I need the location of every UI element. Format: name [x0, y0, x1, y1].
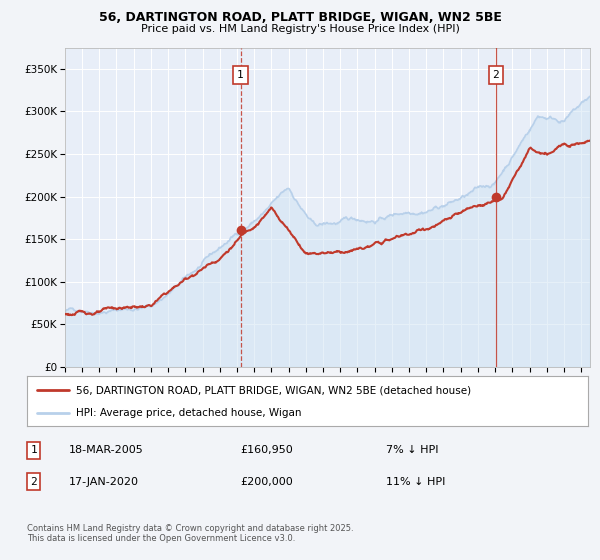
Text: £160,950: £160,950	[240, 445, 293, 455]
Text: £200,000: £200,000	[240, 477, 293, 487]
Text: 2: 2	[493, 70, 499, 80]
Text: 18-MAR-2005: 18-MAR-2005	[69, 445, 144, 455]
Text: Price paid vs. HM Land Registry's House Price Index (HPI): Price paid vs. HM Land Registry's House …	[140, 24, 460, 34]
Text: 1: 1	[31, 445, 37, 455]
Text: 2: 2	[31, 477, 37, 487]
Text: HPI: Average price, detached house, Wigan: HPI: Average price, detached house, Wiga…	[76, 408, 302, 418]
Text: 56, DARTINGTON ROAD, PLATT BRIDGE, WIGAN, WN2 5BE (detached house): 56, DARTINGTON ROAD, PLATT BRIDGE, WIGAN…	[76, 385, 472, 395]
Text: 56, DARTINGTON ROAD, PLATT BRIDGE, WIGAN, WN2 5BE: 56, DARTINGTON ROAD, PLATT BRIDGE, WIGAN…	[98, 11, 502, 24]
Text: 7% ↓ HPI: 7% ↓ HPI	[386, 445, 439, 455]
Text: 11% ↓ HPI: 11% ↓ HPI	[386, 477, 445, 487]
Text: Contains HM Land Registry data © Crown copyright and database right 2025.
This d: Contains HM Land Registry data © Crown c…	[27, 524, 353, 543]
Text: 17-JAN-2020: 17-JAN-2020	[69, 477, 139, 487]
Text: 1: 1	[237, 70, 244, 80]
